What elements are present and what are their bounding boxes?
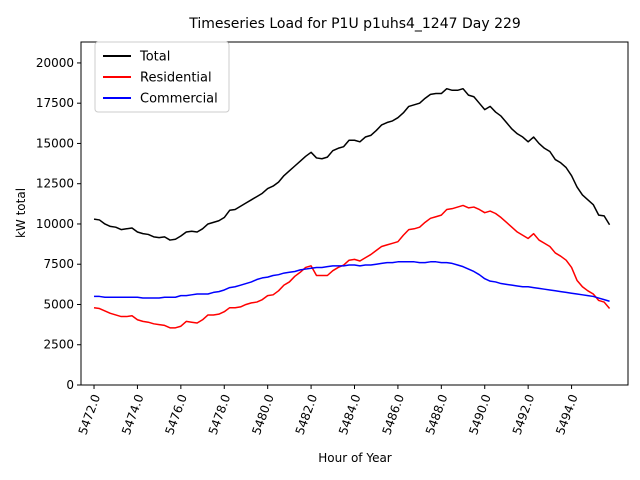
y-tick-label: 2500 xyxy=(43,338,74,352)
y-tick-label: 17500 xyxy=(36,96,74,110)
series-layer xyxy=(93,87,611,329)
y-axis-label: kW total xyxy=(14,188,28,238)
x-axis-label: Hour of Year xyxy=(318,451,392,465)
x-tick-label: 5478.0 xyxy=(206,392,234,436)
x-axis: 5472.0 5474.0 5476.0 5478.0 5480.0 5482.0 5484… xyxy=(76,385,581,437)
y-tick-label: 15000 xyxy=(36,136,74,150)
x-tick-label: 5484.0 xyxy=(336,392,364,436)
x-tick-label: 5480.0 xyxy=(249,392,277,436)
legend-box xyxy=(94,41,230,113)
y-tick-label: 10000 xyxy=(36,217,74,231)
x-tick-label: 5482.0 xyxy=(293,392,321,436)
legend-label-total: Total xyxy=(139,50,170,65)
legend-label-residential: Residential xyxy=(140,71,212,86)
y-tick-label: 5000 xyxy=(43,297,74,311)
series-line-total xyxy=(93,87,611,241)
series-line-commercial xyxy=(94,261,610,302)
x-tick-label: 5494.0 xyxy=(553,392,581,436)
legend: Total Residential Commercial xyxy=(94,41,230,113)
x-tick-label: 5488.0 xyxy=(423,392,451,436)
y-tick-label: 0 xyxy=(66,378,74,392)
x-tick-label: 5492.0 xyxy=(510,392,538,436)
y-tick-label: 20000 xyxy=(36,56,74,70)
y-tick-label: 7500 xyxy=(43,257,74,271)
x-tick-label: 5486.0 xyxy=(380,392,408,436)
legend-label-commercial: Commercial xyxy=(140,92,218,107)
x-tick-label: 5490.0 xyxy=(466,392,494,436)
y-axis: 0 2500 5000 7500 10000 12500 15000 17500 20000 xyxy=(36,56,81,392)
chart-title: Timeseries Load for P1U p1uhs4_1247 Day … xyxy=(188,16,521,32)
series-line-residential xyxy=(93,204,611,329)
x-tick-label: 5476.0 xyxy=(162,392,190,436)
x-tick-label: 5472.0 xyxy=(76,392,104,436)
y-tick-label: 12500 xyxy=(36,177,74,191)
x-tick-label: 5474.0 xyxy=(119,392,147,436)
